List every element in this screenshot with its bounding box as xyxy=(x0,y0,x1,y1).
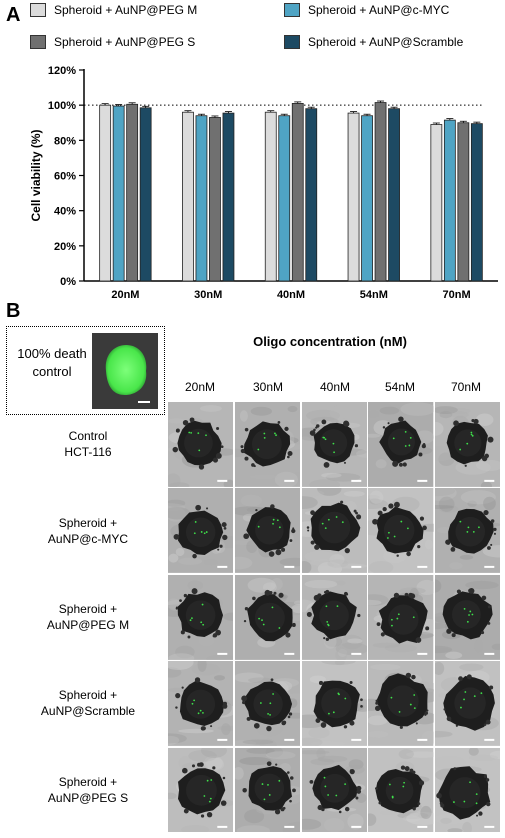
microscopy-cell xyxy=(368,574,434,660)
bar xyxy=(388,108,400,282)
microscopy-cell xyxy=(301,574,367,660)
bar xyxy=(374,102,387,282)
x-tick-label: 40nM xyxy=(277,289,305,300)
x-tick-label: 70nM xyxy=(443,289,471,300)
y-tick-label: 20% xyxy=(54,241,76,253)
bar xyxy=(209,117,221,282)
row-label: Control HCT-116 xyxy=(64,429,112,460)
row-label: Spheroid + AuNP@PEG M xyxy=(46,602,130,632)
y-tick-label: 100% xyxy=(48,100,76,112)
death-control-label: 100% death control xyxy=(17,346,87,379)
microscopy-cell xyxy=(234,488,301,574)
microscopy-cell xyxy=(368,661,434,747)
y-axis-label: Cell viability (%) xyxy=(29,129,43,221)
microscopy-cell xyxy=(435,747,501,833)
bar xyxy=(182,111,194,282)
legend-label: Spheroid + AuNP@Scramble xyxy=(308,35,464,49)
microscopy-cell xyxy=(435,488,501,574)
microscopy-cell xyxy=(435,574,501,660)
y-tick-label: 120% xyxy=(48,65,76,77)
x-tick-label: 54nM xyxy=(360,289,388,300)
y-tick-label: 0% xyxy=(60,276,76,288)
legend-swatch xyxy=(284,3,300,17)
row-label: Spheroid + AuNP@PEG S xyxy=(47,774,129,805)
y-tick-label: 80% xyxy=(54,135,76,147)
death-control-box: 100% death control xyxy=(6,326,165,415)
legend-item-1: Spheroid + AuNP@c-MYC xyxy=(284,3,449,17)
bar xyxy=(126,103,139,282)
bar xyxy=(99,104,112,282)
microscopy-cell xyxy=(168,574,234,660)
panel-b-label: B xyxy=(6,300,21,322)
legend-label: Spheroid + AuNP@PEG S xyxy=(54,35,196,49)
microscopy-cell xyxy=(301,661,367,747)
bar xyxy=(112,105,125,282)
microscopy-cell xyxy=(168,488,234,574)
y-tick-label: 60% xyxy=(54,171,76,183)
microscopy-cell xyxy=(435,661,501,747)
legend-item-0: Spheroid + AuNP@PEG M xyxy=(30,3,197,17)
bar xyxy=(139,107,152,282)
microscopy-cell xyxy=(368,488,434,574)
microscopy-cell xyxy=(435,402,501,487)
legend-label: Spheroid + AuNP@PEG M xyxy=(54,3,198,17)
bar xyxy=(305,108,318,282)
x-tick-label: 20nM xyxy=(111,289,139,300)
legend-swatch xyxy=(30,35,46,49)
legend-swatch xyxy=(284,35,300,49)
microscopy-cell xyxy=(234,402,301,487)
panel-a-label: A xyxy=(6,4,21,26)
bar xyxy=(361,115,373,282)
bar xyxy=(291,103,304,282)
microscopy-cell xyxy=(168,661,234,747)
microscopy-cell xyxy=(368,402,434,487)
microscopy-cell xyxy=(234,747,301,833)
legend-item-3: Spheroid + AuNP@Scramble xyxy=(284,35,463,49)
bar-chart: 0% 20% 40% 60% 80% 100% 120% Cell viability (%)… xyxy=(29,65,498,300)
legend-label: Spheroid + AuNP@c-MYC xyxy=(308,3,450,17)
bar xyxy=(457,122,470,282)
bar xyxy=(470,123,483,282)
microscopy-cell xyxy=(234,661,301,747)
bar xyxy=(264,111,277,282)
death-control-image xyxy=(92,333,158,409)
row-label: Spheroid + AuNP@c-MYC xyxy=(47,515,129,546)
legend-swatch xyxy=(30,3,46,17)
microscopy-cell xyxy=(168,747,234,833)
microscopy-cell xyxy=(301,488,367,574)
bar xyxy=(347,112,360,282)
y-tick-label: 40% xyxy=(54,206,76,218)
bar xyxy=(278,115,291,282)
microscopy-cell xyxy=(368,747,434,833)
row-label: Spheroid + AuNP@Scramble xyxy=(40,688,136,719)
microscopy-cell xyxy=(168,402,234,487)
microscopy-cell xyxy=(301,402,367,487)
microscopy-cell xyxy=(234,574,301,660)
bar xyxy=(430,124,443,282)
x-tick-label: 30nM xyxy=(194,289,222,300)
legend-item-2: Spheroid + AuNP@PEG S xyxy=(30,35,195,49)
column-label: 20nM xyxy=(184,380,216,394)
bar xyxy=(195,115,208,282)
column-label: 54nM xyxy=(384,380,416,394)
microscopy-grid xyxy=(168,402,502,834)
column-label: 70nM xyxy=(450,380,482,394)
microscopy-cell xyxy=(301,747,367,833)
bar xyxy=(443,119,456,282)
column-label: 30nM xyxy=(252,380,284,394)
bar xyxy=(222,112,235,282)
oligo-concentration-title: Oligo concentration (nM) xyxy=(253,334,407,349)
column-label: 40nM xyxy=(319,380,351,394)
